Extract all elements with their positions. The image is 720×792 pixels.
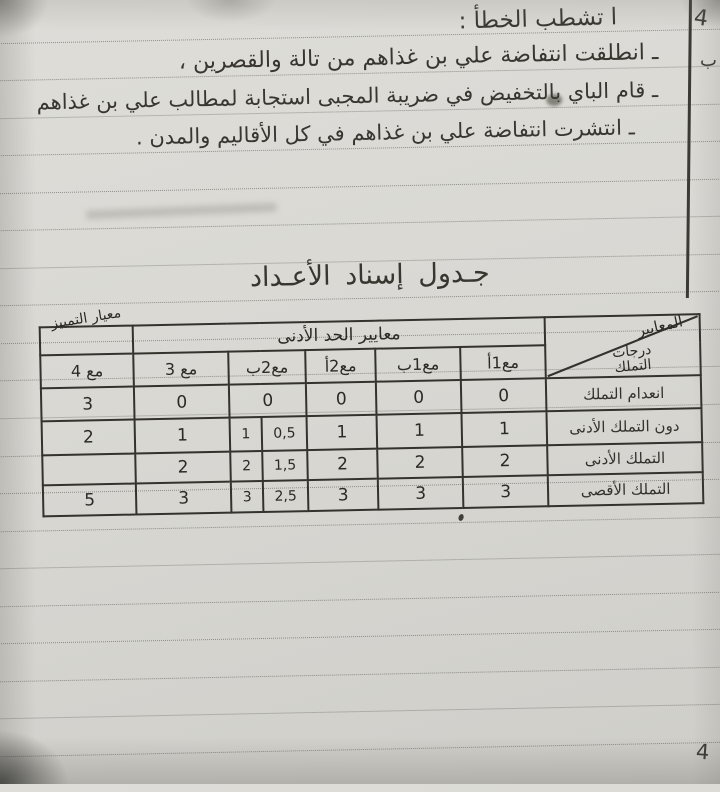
column-header-m1a: مع1أ (460, 345, 546, 380)
cell-r1-m1a: 1 (461, 411, 548, 447)
corner-cell: المعايير درجات التملك (544, 312, 701, 379)
cell-r3-m2b-right: 2,5 (262, 480, 309, 512)
cell-r0-m2a: 0 (305, 381, 377, 417)
margin-mark: ب (700, 50, 717, 71)
column-header-m4: مع 4 (40, 353, 134, 389)
ink-blot (546, 93, 563, 107)
ruled-line (0, 553, 720, 570)
cell-r3-m2b-left: 3 (230, 480, 264, 513)
cell-r1-m2a: 1 (306, 414, 378, 451)
cell-r0-m3: 0 (133, 384, 230, 420)
cell-r2-m1a: 2 (462, 445, 548, 477)
cell-r3-m1b: 3 (377, 476, 464, 510)
cell-r0-m2b: 0 (228, 383, 307, 418)
exercise-heading: ا تشطب الخطأ : (458, 4, 618, 35)
cell-r2-m2b-right: 1,5 (262, 450, 308, 481)
cell-r3-m1a: 3 (462, 475, 549, 508)
ink-dot (457, 513, 465, 522)
row-label-maximum-mastery: التملك الأقصى (547, 472, 704, 507)
cell-r0-m1b: 0 (375, 379, 462, 415)
column-header-m3: مع 3 (133, 351, 229, 387)
cell-r3-m3: 3 (135, 481, 232, 515)
cell-r2-m2b-left: 2 (230, 450, 263, 482)
cell-r0-m1a: 0 (460, 378, 547, 413)
row-label-no-mastery: انعدام التملك (545, 375, 702, 412)
cell-r3-m4: 5 (42, 483, 137, 517)
cell-r2-m1b: 2 (377, 446, 463, 479)
ruled-line (0, 515, 720, 533)
ruled-line (0, 290, 720, 308)
row-label-minimum-mastery: التملك الأدنى (547, 442, 703, 476)
table-title: جـدول إسناد الأعـداد (249, 257, 490, 294)
cell-r3-m2a: 3 (307, 478, 379, 512)
cell-r2-m2a: 2 (307, 448, 378, 481)
column-header-m2a: مع2أ (305, 348, 376, 384)
ruled-line (0, 740, 720, 758)
ruled-line (0, 703, 720, 721)
cell-r2-m3: 2 (135, 451, 231, 484)
cell-r1-m1b: 1 (376, 412, 463, 449)
grades-table: المعايير درجات التملك معايير الحد الأدنى… (39, 305, 705, 517)
cell-r0-m4: 3 (40, 386, 135, 422)
corner-label-mastery-degrees: درجات التملك (611, 341, 653, 377)
ruled-line (0, 665, 720, 683)
grades-table-grid: المعايير درجات التملك معايير الحد الأدنى… (39, 305, 705, 517)
cell-r1-m2b-left: 1 (229, 416, 263, 452)
distinction-criterion-header: معيار التمييز (39, 305, 134, 356)
cell-r1-m2b-right: 0,5 (261, 416, 308, 451)
cell-r2-m4 (42, 453, 136, 486)
answer-line-2: ـ قام الباي بالتخفيض في ضريبة المجبى است… (36, 77, 659, 115)
ruled-line (0, 590, 720, 608)
cell-r1-m3: 1 (134, 417, 231, 454)
eraser-smudge (86, 202, 277, 220)
page-number: 4 (695, 739, 711, 765)
row-label-below-minimum: دون التملك الأدنى (546, 408, 703, 446)
ruled-line (0, 177, 720, 195)
cell-r1-m4: 2 (41, 419, 136, 456)
column-header-m2b: مع2ب (228, 350, 306, 385)
column-header-m1b: مع1ب (375, 346, 461, 382)
ruled-line (0, 628, 720, 645)
